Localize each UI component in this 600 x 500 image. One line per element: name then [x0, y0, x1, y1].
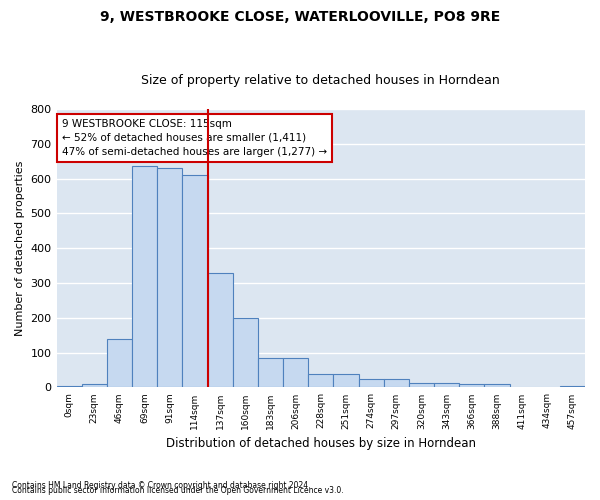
Bar: [107, 338, 132, 388]
Bar: [182, 175, 208, 388]
Text: Contains HM Land Registry data © Crown copyright and database right 2024.: Contains HM Land Registry data © Crown c…: [12, 481, 311, 490]
Bar: [434, 384, 459, 388]
Bar: [82, 384, 107, 388]
Bar: [484, 384, 509, 388]
Bar: [208, 272, 233, 388]
Text: Contains public sector information licensed under the Open Government Licence v3: Contains public sector information licen…: [12, 486, 344, 495]
Text: 9, WESTBROOKE CLOSE, WATERLOOVILLE, PO8 9RE: 9, WESTBROOKE CLOSE, WATERLOOVILLE, PO8 …: [100, 10, 500, 24]
Bar: [283, 358, 308, 388]
Bar: [459, 384, 484, 388]
Bar: [56, 386, 82, 388]
Bar: [334, 374, 359, 388]
Bar: [560, 386, 585, 388]
Bar: [258, 358, 283, 388]
X-axis label: Distribution of detached houses by size in Horndean: Distribution of detached houses by size …: [166, 437, 476, 450]
Bar: [409, 384, 434, 388]
Bar: [233, 318, 258, 388]
Text: 9 WESTBROOKE CLOSE: 115sqm
← 52% of detached houses are smaller (1,411)
47% of s: 9 WESTBROOKE CLOSE: 115sqm ← 52% of deta…: [62, 118, 327, 156]
Bar: [383, 378, 409, 388]
Bar: [132, 166, 157, 388]
Y-axis label: Number of detached properties: Number of detached properties: [15, 160, 25, 336]
Title: Size of property relative to detached houses in Horndean: Size of property relative to detached ho…: [142, 74, 500, 87]
Bar: [359, 378, 383, 388]
Bar: [157, 168, 182, 388]
Bar: [308, 374, 334, 388]
